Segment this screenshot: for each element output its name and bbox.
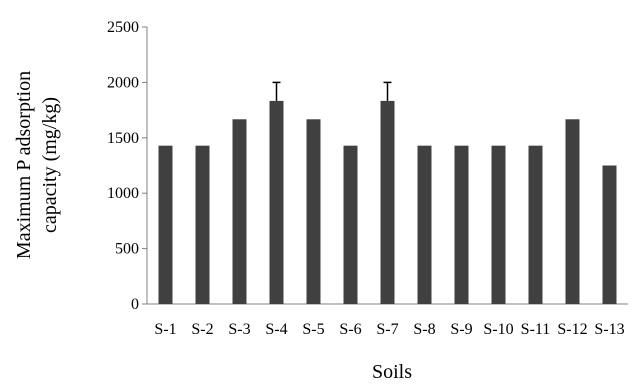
bar: [602, 165, 617, 304]
x-tick-label: S-11: [521, 321, 551, 338]
x-tick-label: S-1: [154, 321, 176, 338]
x-axis-title: Soils: [372, 361, 412, 383]
bar: [491, 145, 506, 304]
x-tick-label: S-3: [228, 321, 250, 338]
y-axis-title-line-1: Maximum P adsorption: [13, 71, 35, 259]
x-tick-label: S-4: [265, 321, 287, 338]
x-tick-label: S-2: [191, 321, 213, 338]
x-tick-label: S-6: [339, 321, 361, 338]
bar: [195, 145, 210, 304]
plot-area: 0 500 1000 1500 2000 2500 S-1 S-2 S-3 S-4 S-5 S-6 S-…: [107, 19, 628, 338]
bar: [343, 145, 358, 304]
y-tick-label: 2500: [107, 19, 139, 36]
bar: [232, 119, 247, 304]
bar: [454, 145, 469, 304]
x-tick-label: S-5: [302, 321, 324, 338]
y-tick-label: 1000: [107, 185, 139, 202]
y-tick-label: 0: [131, 296, 139, 313]
y-axis-title: Maximum P adsorption capacity (mg/kg): [13, 71, 61, 259]
y-tick-label: 2000: [107, 74, 139, 91]
y-axis-title-line-2: capacity (mg/kg): [39, 97, 61, 233]
x-tick-label: S-12: [557, 321, 587, 338]
x-tick-label: S-13: [594, 321, 624, 338]
bar: [565, 119, 580, 304]
x-tick-label: S-7: [376, 321, 398, 338]
y-tick-label: 500: [115, 241, 139, 258]
x-tick-label: S-10: [483, 321, 513, 338]
x-tick-label: S-8: [413, 321, 435, 338]
bar: [528, 145, 543, 304]
y-tick-label: 1500: [107, 130, 139, 147]
x-tick-label: S-9: [450, 321, 472, 338]
bar: [380, 100, 395, 305]
bar: [306, 119, 321, 304]
bar: [158, 145, 173, 304]
bar: [269, 100, 284, 305]
bar: [417, 145, 432, 304]
